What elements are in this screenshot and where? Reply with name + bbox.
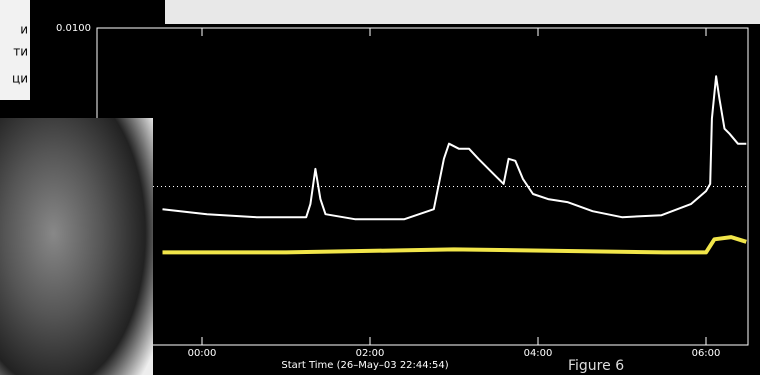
text-fragment: ти: [13, 45, 28, 59]
plot-frame: [97, 28, 748, 345]
text-fragment: и: [20, 23, 28, 37]
x-axis-label: Start Time (26–May–03 22:44:54): [281, 360, 448, 371]
x-tick-label: 00:00: [188, 348, 217, 359]
screenshot: 0.0100 00:00 02:00 04:00 06:00 Start Time (2…: [0, 0, 760, 375]
figure-caption: Figure 6: [568, 358, 624, 374]
title-band: [165, 0, 760, 24]
data-layer: 0.0100 00:00 02:00 04:00 06:00: [56, 23, 748, 359]
image-thumbnail: [0, 118, 153, 375]
page: {"overlay_text": ["и", "ти", "ци"], "cha…: [0, 0, 760, 375]
y-tick-label: 0.0100: [56, 23, 91, 34]
series-line: [163, 237, 747, 252]
series-line: [163, 76, 747, 219]
overlay: и ти ци: [0, 0, 153, 375]
x-tick-label: 06:00: [692, 348, 721, 359]
x-tick-label: 04:00: [524, 348, 553, 359]
text-fragment: ци: [12, 72, 28, 86]
x-tick-label: 02:00: [356, 348, 385, 359]
